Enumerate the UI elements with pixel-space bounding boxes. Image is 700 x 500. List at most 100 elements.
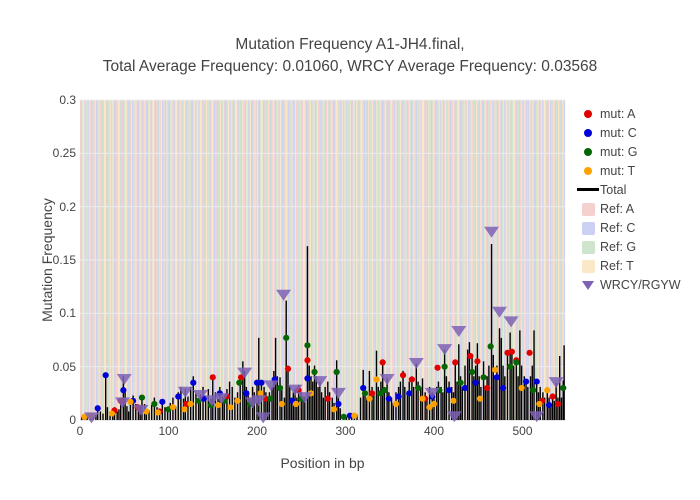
mut-c-marker bbox=[533, 378, 540, 385]
mut-c-marker bbox=[159, 398, 166, 405]
mut-c-marker bbox=[335, 400, 342, 408]
wrcy-hotspot-marker bbox=[276, 289, 292, 301]
x-axis-title: Position in bp bbox=[280, 455, 365, 471]
mut-g-marker bbox=[267, 395, 274, 402]
mut-t-marker bbox=[491, 366, 499, 373]
mut-c-marker bbox=[472, 379, 479, 386]
legend-item-wrcy-rgyw[interactable]: WRCY/RGYW bbox=[576, 276, 696, 295]
mut-t-marker bbox=[278, 400, 285, 408]
wrcy-hotspot-marker bbox=[116, 373, 132, 385]
mut-g-marker bbox=[457, 379, 464, 386]
y-tick-label: 0 bbox=[69, 413, 76, 427]
legend-item-ref-g[interactable]: Ref: G bbox=[576, 238, 696, 257]
chart-title: Mutation Frequency A1-JH4.final, Total A… bbox=[0, 34, 700, 78]
y-tick-label: 0.1 bbox=[59, 306, 76, 321]
mut-a-marker bbox=[304, 357, 311, 364]
legend-label: mut: G bbox=[600, 144, 638, 159]
chart-title-line2: Total Average Frequency: 0.01060, WRCY A… bbox=[102, 58, 598, 75]
wrcy-hotspot-marker bbox=[192, 389, 208, 401]
mut-t-marker bbox=[476, 395, 484, 402]
legend-triangle-icon bbox=[576, 280, 600, 290]
legend-dot-icon bbox=[576, 147, 600, 156]
legend-item-ref-t[interactable]: Ref: T bbox=[576, 257, 696, 276]
mut-g-marker bbox=[151, 400, 158, 408]
mut-g-marker bbox=[507, 363, 514, 370]
mut-c-marker bbox=[346, 412, 354, 419]
chart-canvas bbox=[80, 99, 567, 424]
legend-swatch-icon bbox=[576, 202, 600, 216]
mut-g-marker bbox=[513, 359, 520, 366]
legend-item-mut-a[interactable]: mut: A bbox=[576, 104, 696, 123]
mut-a-marker bbox=[484, 384, 491, 392]
y-tick-label: 0.25 bbox=[52, 146, 76, 161]
wrcy-hotspot-marker bbox=[133, 404, 149, 416]
legend-swatch-icon bbox=[576, 240, 600, 254]
mut-c-marker bbox=[253, 379, 261, 386]
mut-g-marker bbox=[560, 384, 567, 392]
wrcy-hotspot-marker bbox=[451, 325, 467, 337]
mut-t-marker bbox=[108, 410, 115, 417]
mut-g-marker bbox=[361, 390, 369, 397]
mut-t-marker bbox=[544, 387, 551, 394]
legend-label: Total bbox=[600, 182, 627, 197]
x-tick-label: 100 bbox=[158, 424, 179, 438]
mut-t-marker bbox=[419, 395, 426, 402]
wrcy-hotspot-marker bbox=[484, 226, 500, 238]
wrcy-hotspot-marker bbox=[446, 411, 462, 423]
mut-c-marker bbox=[175, 393, 182, 400]
legend-label: WRCY/RGYW bbox=[600, 278, 681, 293]
wrcy-hotspot-marker bbox=[503, 316, 519, 328]
wrcy-hotspot-marker bbox=[114, 397, 130, 409]
y-tick-label: 0.3 bbox=[59, 93, 76, 107]
wrcy-hotspot-marker bbox=[548, 377, 564, 389]
mut-g-marker bbox=[441, 363, 448, 370]
legend-item-ref-a[interactable]: Ref: A bbox=[576, 199, 696, 218]
mut-a-marker bbox=[284, 365, 292, 372]
legend-label: mut: T bbox=[600, 163, 636, 178]
legend-label: mut: C bbox=[600, 125, 637, 140]
legend-dot-icon bbox=[576, 166, 600, 175]
mut-a-marker bbox=[467, 352, 474, 360]
wrcy-hotspot-marker bbox=[287, 384, 303, 396]
mut-t-marker bbox=[181, 406, 188, 413]
legend-label: Ref: T bbox=[600, 259, 634, 274]
mut-t-marker bbox=[392, 400, 400, 408]
mut-c-marker bbox=[120, 387, 127, 394]
legend-swatch-icon bbox=[576, 259, 600, 273]
mut-c-marker bbox=[499, 384, 507, 392]
legend-item-mut-c[interactable]: mut: C bbox=[576, 123, 696, 142]
mut-a-marker bbox=[474, 358, 481, 365]
plot-area[interactable] bbox=[80, 99, 567, 424]
legend-dot-icon bbox=[576, 109, 600, 118]
mut-a-marker bbox=[408, 376, 415, 383]
mut-t-marker bbox=[187, 400, 194, 408]
legend-item-ref-c[interactable]: Ref: C bbox=[576, 219, 696, 238]
mut-t-marker bbox=[154, 409, 161, 416]
mut-t-marker bbox=[227, 404, 234, 411]
legend-item-total[interactable]: Total bbox=[576, 180, 696, 199]
mut-c-marker bbox=[243, 390, 250, 397]
legend-item-mut-g[interactable]: mut: G bbox=[576, 142, 696, 161]
legend-label: mut: A bbox=[600, 106, 636, 121]
mut-g-marker bbox=[311, 368, 318, 376]
mut-t-marker bbox=[214, 401, 222, 409]
mut-c-marker bbox=[461, 384, 469, 392]
x-tick-label: 0 bbox=[76, 424, 84, 438]
wrcy-hotspot-marker bbox=[255, 412, 271, 424]
wrcy-hotspot-marker bbox=[237, 367, 253, 379]
legend-item-mut-t[interactable]: mut: T bbox=[576, 161, 696, 180]
legend-label: Ref: G bbox=[600, 240, 637, 255]
mut-g-marker bbox=[468, 368, 476, 376]
mut-c-marker bbox=[406, 390, 413, 397]
mut-g-marker bbox=[487, 343, 494, 350]
x-tick-label: 500 bbox=[512, 424, 533, 438]
wrcy-hotspot-marker bbox=[330, 387, 346, 399]
mut-g-marker bbox=[333, 368, 340, 376]
mut-a-marker bbox=[209, 374, 216, 381]
mut-a-marker bbox=[368, 390, 376, 397]
mut-a-marker bbox=[183, 400, 190, 408]
mut-t-marker bbox=[257, 390, 264, 397]
mut-a-marker bbox=[237, 374, 245, 381]
legend-swatch-icon bbox=[576, 221, 600, 235]
mut-g-marker bbox=[304, 342, 311, 349]
